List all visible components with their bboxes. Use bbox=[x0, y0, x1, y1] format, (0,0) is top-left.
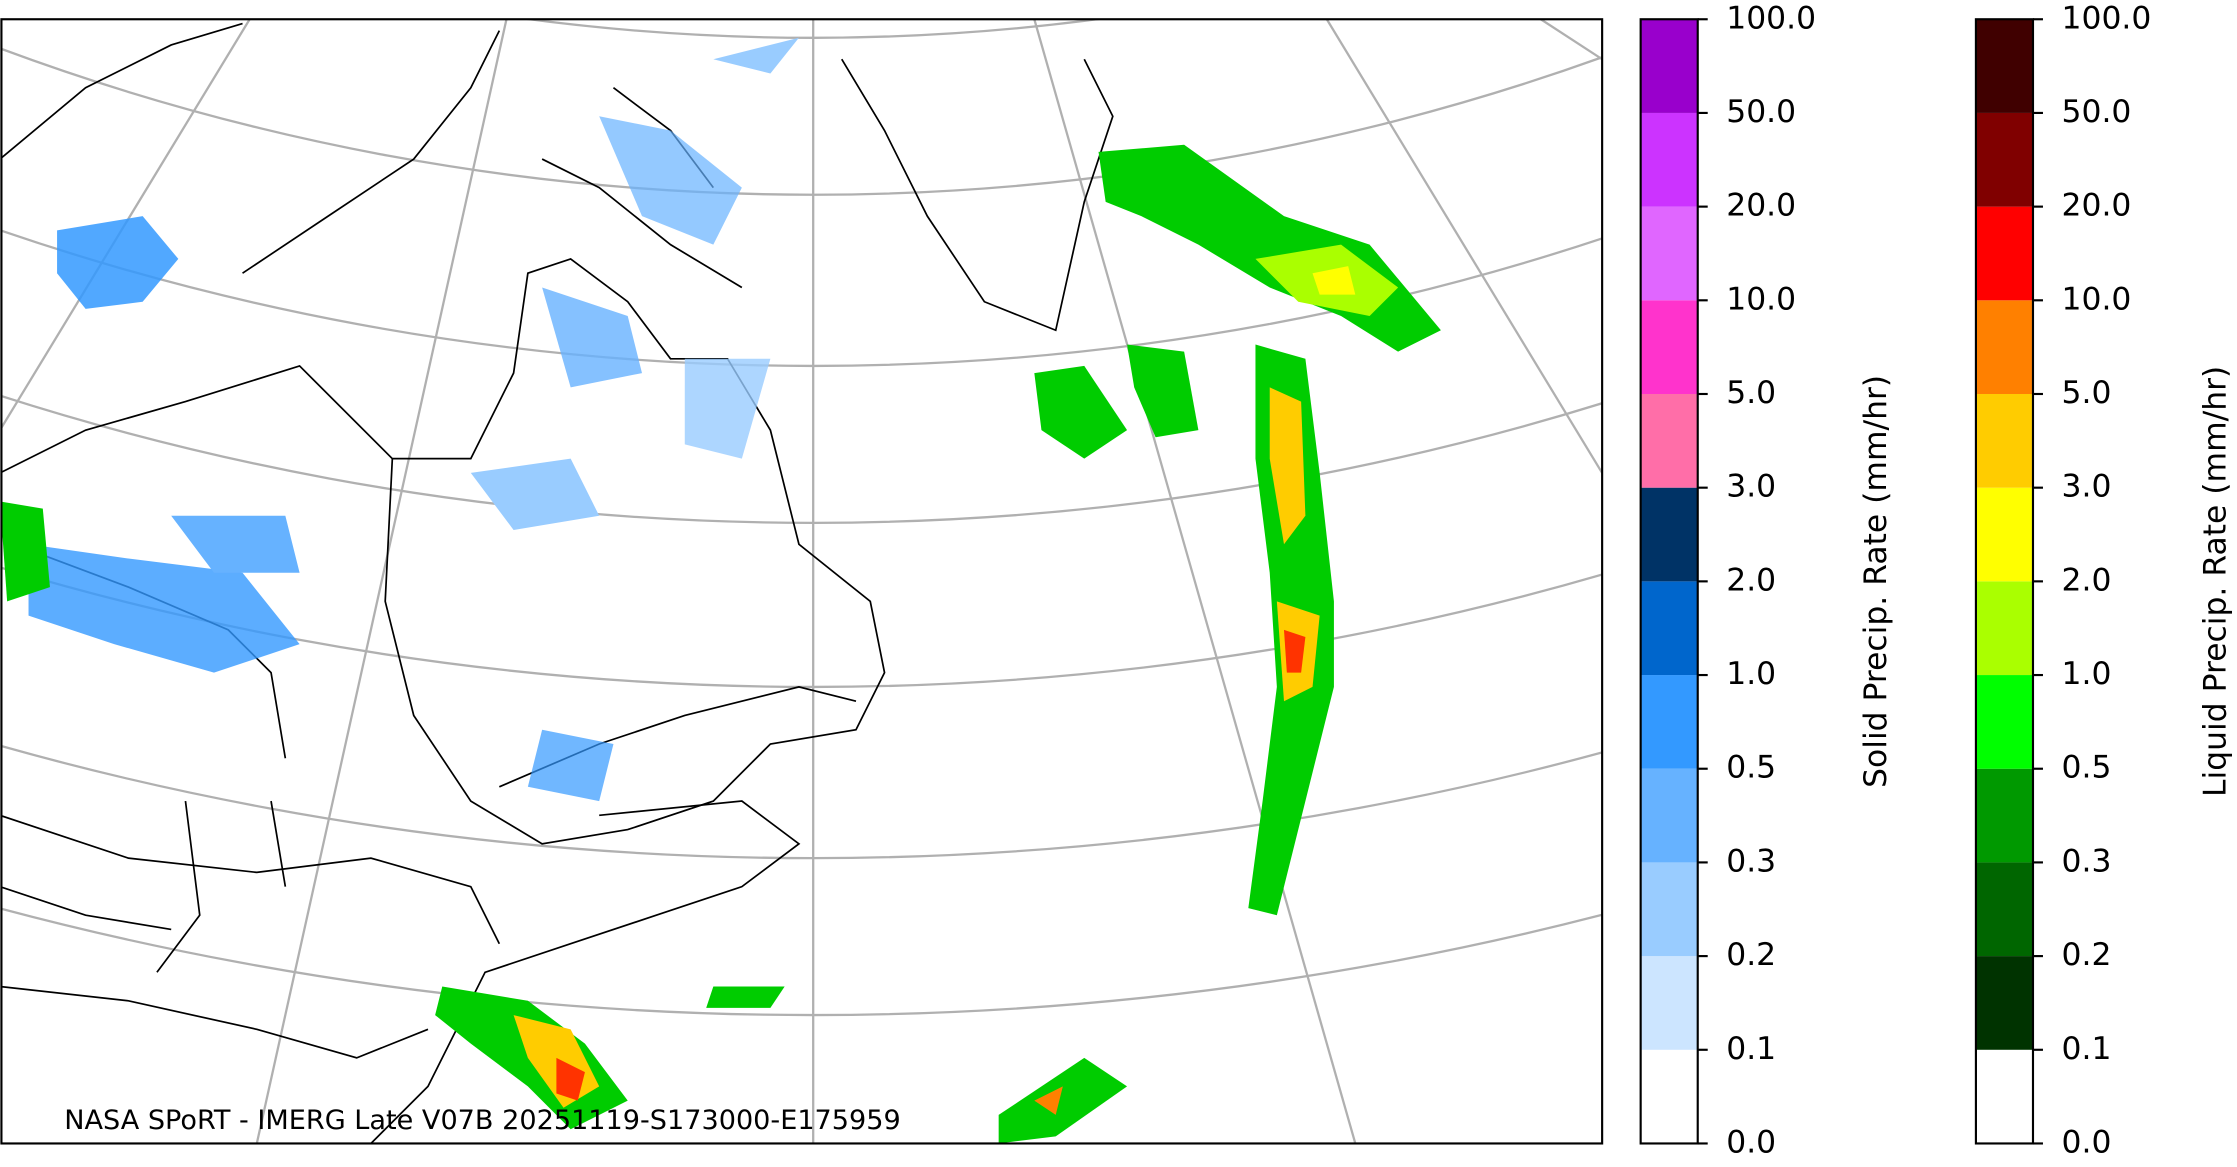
tick-label: 5.0 bbox=[2062, 375, 2112, 411]
tick-label: 3.0 bbox=[2062, 469, 2112, 505]
tick-label: 0.5 bbox=[2062, 750, 2112, 786]
tick-label: 50.0 bbox=[2062, 94, 2132, 130]
colorbar-bin bbox=[1640, 19, 1698, 113]
tick-label: 20.0 bbox=[2062, 188, 2132, 224]
colorbar-bin bbox=[1640, 675, 1698, 769]
colorbar-bin bbox=[1640, 581, 1698, 676]
colorbar-bin bbox=[1975, 206, 2033, 301]
colorbar-bin bbox=[1975, 1049, 2033, 1144]
tick-label: 20.0 bbox=[1726, 188, 1796, 224]
tick-label: 0.1 bbox=[2062, 1031, 2112, 1067]
colorbar-bin bbox=[1975, 675, 2033, 769]
tick-label: 2.0 bbox=[1726, 562, 1776, 598]
tick-label: 1.0 bbox=[2062, 656, 2112, 692]
tick-label: 0.5 bbox=[1726, 750, 1776, 786]
colorbar-bin bbox=[1975, 19, 2033, 113]
tick-label: 0.3 bbox=[1726, 843, 1776, 879]
tick-label: 2.0 bbox=[2062, 562, 2112, 598]
tick-label: 0.0 bbox=[2062, 1124, 2112, 1160]
colorbar-label: Solid Precip. Rate (mm/hr) bbox=[1858, 375, 1894, 788]
tick-label: 0.0 bbox=[1726, 1124, 1776, 1160]
tick-label: 0.2 bbox=[1726, 937, 1776, 973]
annotation: NASA SPoRT - IMERG Late V07B 20251119-S1… bbox=[64, 1105, 901, 1136]
tick-label: 5.0 bbox=[1726, 375, 1776, 411]
precipitation bbox=[1, 37, 1441, 1144]
graticule bbox=[1, 19, 1603, 1144]
colorbar-bin bbox=[1975, 862, 2033, 957]
tick-label: 50.0 bbox=[1726, 94, 1796, 130]
colorbar-bin bbox=[1640, 1049, 1698, 1144]
colorbar-bin bbox=[1975, 112, 2033, 207]
colorbar-bin bbox=[1975, 393, 2033, 488]
colorbar-bin bbox=[1640, 487, 1698, 582]
tick-label: 10.0 bbox=[1726, 281, 1796, 317]
colorbar-bin bbox=[1640, 300, 1698, 394]
colorbar-bin bbox=[1975, 956, 2033, 1050]
tick-label: 0.1 bbox=[1726, 1031, 1776, 1067]
colorbar-bin bbox=[1975, 487, 2033, 582]
colorbar-bin bbox=[1640, 956, 1698, 1050]
tick-label: 10.0 bbox=[2062, 281, 2132, 317]
tick-label: 1.0 bbox=[1726, 656, 1776, 692]
tick-label: 3.0 bbox=[1726, 469, 1776, 505]
colorbar-bin bbox=[1640, 862, 1698, 957]
colorbar-bin bbox=[1975, 581, 2033, 676]
colorbar-bin bbox=[1975, 300, 2033, 394]
tick-label: 100.0 bbox=[2062, 0, 2152, 36]
colorbar-bin bbox=[1975, 768, 2033, 863]
colorbar-label: Liquid Precip. Rate (mm/hr) bbox=[2198, 366, 2234, 797]
colorbar-bin bbox=[1640, 393, 1698, 488]
colorbar-bin bbox=[1640, 768, 1698, 863]
colorbar-bin bbox=[1640, 206, 1698, 301]
tick-label: 0.2 bbox=[2062, 937, 2112, 973]
map bbox=[1, 19, 1603, 1144]
colorbar-bin bbox=[1640, 112, 1698, 207]
map-frame bbox=[0, 18, 1604, 1145]
tick-label: 0.3 bbox=[2062, 843, 2112, 879]
tick-label: 100.0 bbox=[1726, 0, 1816, 36]
